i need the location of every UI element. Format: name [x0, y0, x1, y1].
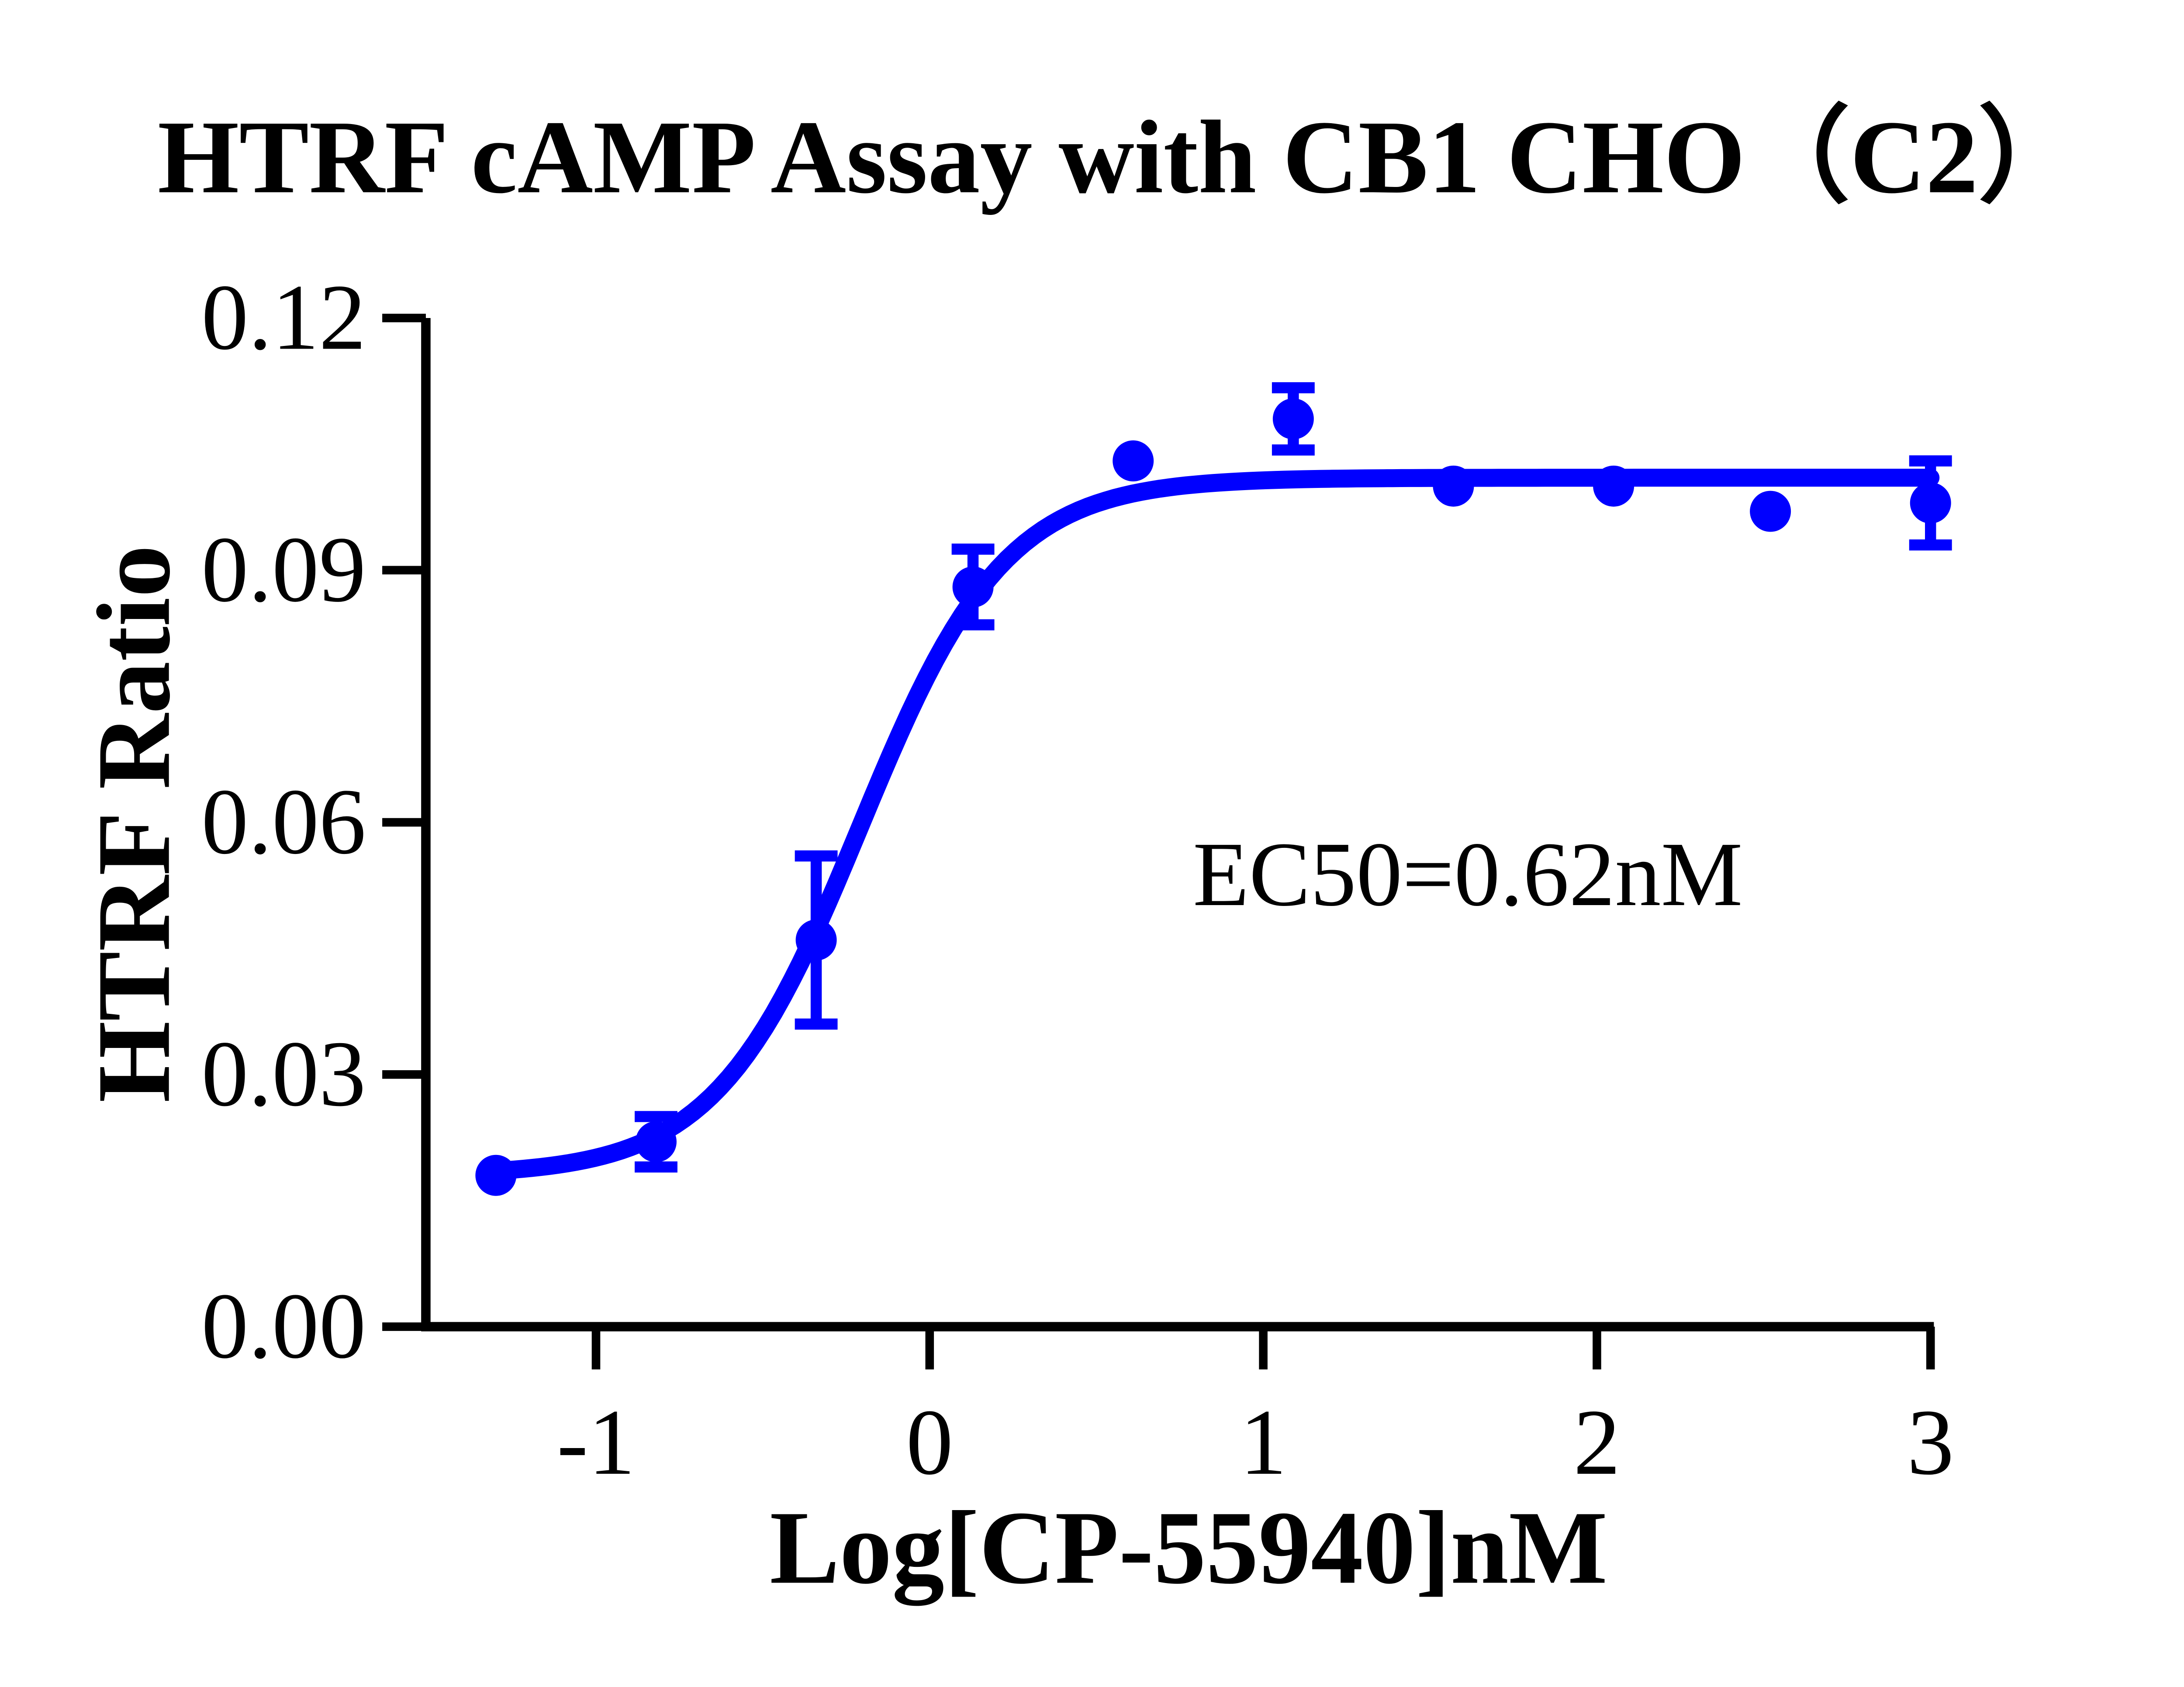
data-point-marker [1272, 398, 1314, 439]
ec50-annotation: EC50=0.62nM [1193, 823, 1743, 925]
x-tick-label: 3 [1907, 1390, 1954, 1494]
y-tick-label: 0.09 [201, 517, 366, 622]
data-point-marker [1750, 491, 1791, 532]
x-axis-title: Log[CP-55940]nM [770, 1489, 1607, 1606]
data-point-marker [1593, 465, 1635, 507]
x-tick-label: 1 [1240, 1390, 1287, 1494]
chart-title: HTRF cAMP Assay with CB1 CHO（C2） [158, 99, 2083, 215]
y-tick-label: 0.12 [201, 265, 366, 369]
data-point-marker [1910, 482, 1951, 524]
axes: 0.00 0.03 0.06 0.09 0.12 -1 0 1 2 3 [201, 265, 1954, 1494]
y-tick-label: 0.06 [201, 769, 366, 874]
x-tick-label: 0 [906, 1390, 953, 1494]
y-axis-title: HTRF Ratio [76, 545, 192, 1103]
fit-curve [487, 469, 1940, 1180]
data-point-marker [795, 919, 837, 961]
y-tick-label: 0.00 [201, 1274, 366, 1378]
y-tick-label: 0.03 [201, 1021, 366, 1126]
data-points [475, 398, 1951, 1196]
data-point-marker [475, 1155, 517, 1196]
data-point-marker [1433, 465, 1474, 507]
data-point-marker [635, 1121, 677, 1162]
data-point-marker [1113, 440, 1154, 482]
fit-curve-layer [487, 469, 1940, 1180]
data-point-marker [952, 566, 994, 608]
x-tick-label: -1 [557, 1390, 635, 1494]
x-tick-label: 2 [1573, 1390, 1621, 1494]
